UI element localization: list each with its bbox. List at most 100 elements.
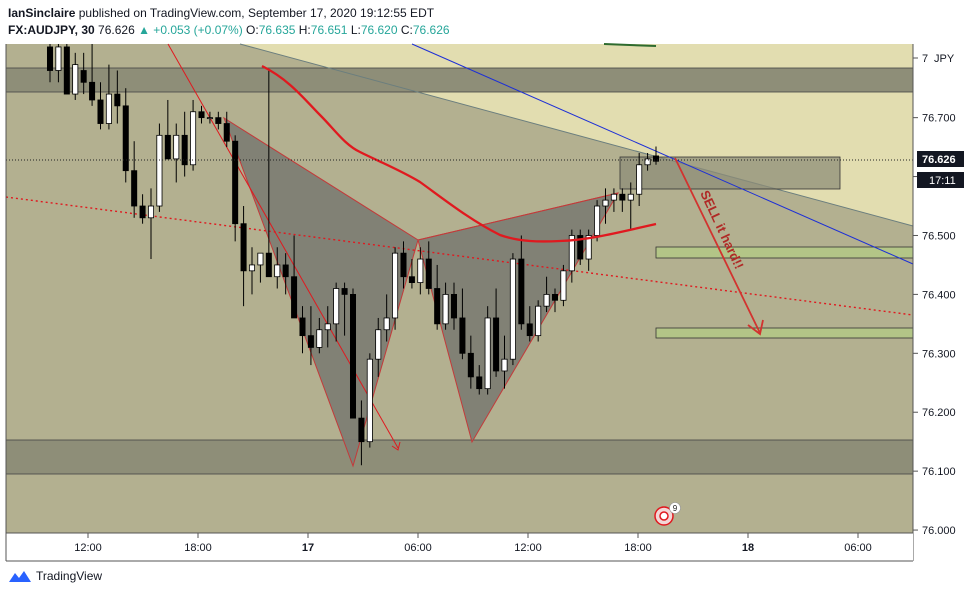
candle-down [434, 288, 441, 325]
candle-down [223, 123, 230, 142]
candle-up [644, 158, 651, 166]
candle-down [349, 293, 357, 419]
event-marker-count: 9 [673, 504, 678, 513]
candle-up [442, 293, 449, 325]
time-axis[interactable] [6, 533, 913, 561]
candle-up [417, 258, 424, 284]
candle-up [594, 205, 601, 236]
upper-resistance-zone [5, 67, 914, 93]
y-tick-label: 76.000 [922, 525, 956, 537]
red-diagonal-arrowhead [391, 441, 401, 451]
candle-up [173, 134, 180, 160]
candle-up [366, 358, 373, 443]
countdown-badge-bg [917, 172, 964, 188]
publish-line: IanSinclaire published on TradingView.co… [8, 5, 450, 22]
candle-up [72, 64, 79, 95]
y-tick-label: 76.300 [922, 348, 956, 360]
y-tick-label: 76.100 [922, 466, 956, 478]
candle-up [375, 329, 382, 360]
candle-down [215, 117, 222, 124]
candle-up [535, 305, 542, 337]
candle-down [122, 105, 129, 172]
symbol-label[interactable]: FX:AUDJPY, 30 [8, 23, 95, 37]
low-value: 76.620 [360, 23, 398, 37]
x-tick-label: 12:00 [514, 542, 542, 554]
candle-down [467, 352, 474, 378]
x-tick-label: 18 [742, 542, 754, 554]
candle-down [551, 293, 559, 301]
candle-up [248, 264, 256, 272]
candle-up [206, 117, 213, 120]
candle-up [190, 111, 197, 166]
sell-arrow-line [674, 157, 761, 334]
candle-up [602, 199, 609, 207]
candle-up [484, 317, 491, 390]
axis-currency: JPY [934, 53, 955, 65]
candle-down [476, 376, 483, 390]
x-ticks: 12:00 18:00 17 06:00 12:00 18:00 18 06:00 [74, 533, 872, 554]
green-line-fragment [603, 43, 657, 47]
candle-down [652, 155, 660, 162]
last-price: 76.626 [98, 23, 135, 37]
candle-up [333, 288, 340, 325]
candle-down [358, 417, 365, 443]
candle-up [568, 235, 575, 272]
event-marker-icon[interactable]: 9 [654, 502, 681, 526]
candle-up [610, 193, 617, 201]
candle-down [46, 46, 54, 71]
y-tick-label: 76.500 [922, 230, 956, 242]
candle-down [97, 99, 104, 124]
target-box-1[interactable] [655, 246, 914, 259]
candle-down [408, 276, 415, 284]
candle-down [232, 140, 239, 225]
candle-up [383, 317, 390, 331]
footer-brand[interactable]: TradingView [8, 569, 102, 583]
price-axis[interactable] [913, 44, 980, 533]
candle-down [282, 264, 289, 278]
author-name[interactable]: IanSinclaire [8, 6, 76, 20]
entry-zone-box[interactable] [619, 156, 841, 190]
close-label: C: [400, 23, 413, 37]
blue-trendline [411, 43, 914, 265]
chart-header: IanSinclaire published on TradingView.co… [8, 5, 450, 39]
candle-up [392, 252, 399, 319]
publish-info: published on TradingView.com, September … [78, 6, 435, 20]
candle-up [585, 235, 592, 260]
candle-down [139, 205, 146, 219]
candle-down [459, 317, 466, 354]
y-tick-label: 76.700 [922, 113, 956, 125]
candle-down [619, 193, 626, 201]
x-tick-label: 17 [302, 542, 314, 554]
descending-trendline [239, 43, 914, 227]
candle-up [274, 264, 281, 278]
candle-down [198, 111, 205, 119]
x-tick-label: 18:00 [624, 542, 652, 554]
candle-down [400, 252, 407, 278]
x-tick-label: 18:00 [184, 542, 212, 554]
y-tick-label: 76.400 [922, 289, 956, 301]
candle-down [299, 317, 306, 337]
harmonic-bridge [417, 192, 619, 241]
price-change: ▲ +0.053 (+0.07%) [138, 23, 243, 37]
countdown-badge-value: 17:11 [929, 175, 956, 187]
candle-up [147, 205, 155, 219]
candle-up [316, 329, 323, 348]
candle-down [307, 335, 314, 348]
candle-down [240, 223, 247, 272]
high-label: H: [298, 23, 311, 37]
candle-up [257, 252, 264, 266]
price-badge-value: 76.626 [922, 154, 956, 166]
candle-up [560, 270, 567, 301]
candle-up [105, 93, 112, 124]
candle-down [577, 235, 584, 260]
red-diagonal-line [167, 43, 399, 449]
x-tick-label: 06:00 [404, 542, 432, 554]
x-tick-label: 06:00 [844, 542, 872, 554]
candle-up [156, 134, 163, 207]
price-badge-bg [917, 151, 964, 167]
moving-average-line [261, 64, 657, 243]
candle-down [63, 46, 70, 95]
target-box-2[interactable] [655, 327, 914, 339]
axis-currency-seven: 7 [922, 53, 928, 65]
